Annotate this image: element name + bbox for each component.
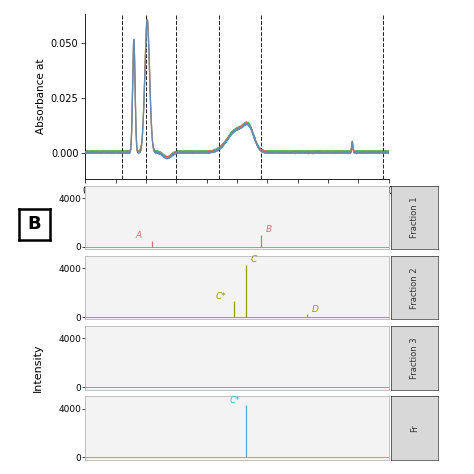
Text: A: A xyxy=(136,231,142,240)
Text: C: C xyxy=(251,255,257,264)
X-axis label: Time (min): Time (min) xyxy=(207,201,267,212)
Text: D: D xyxy=(311,305,318,314)
Text: Fraction 1: Fraction 1 xyxy=(410,197,419,238)
Text: B: B xyxy=(27,215,41,233)
Text: Fraction 2: Fraction 2 xyxy=(410,267,419,309)
Text: Intensity: Intensity xyxy=(33,344,43,392)
Y-axis label: Absorbance at: Absorbance at xyxy=(36,59,46,135)
Text: C*: C* xyxy=(229,395,240,404)
Text: C*: C* xyxy=(216,292,227,301)
Text: Fraction 3: Fraction 3 xyxy=(410,337,419,379)
Text: Fr: Fr xyxy=(410,424,419,432)
Text: B: B xyxy=(266,225,272,234)
